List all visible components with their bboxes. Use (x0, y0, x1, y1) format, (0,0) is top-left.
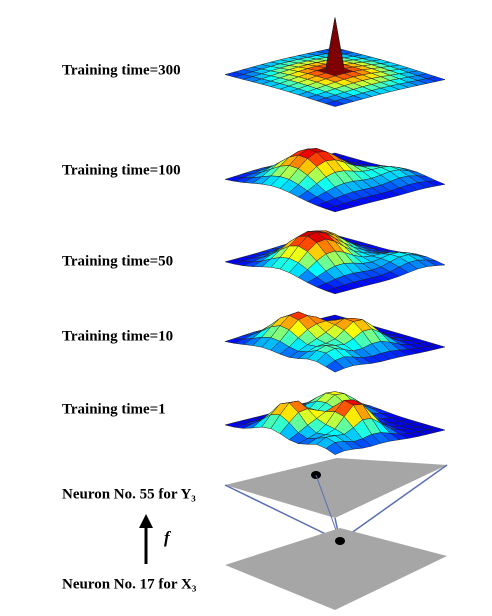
output-plane (225, 458, 447, 518)
surface-cell (324, 205, 346, 213)
arrow-label: f (164, 528, 172, 547)
input-plane (225, 528, 447, 610)
layer-label: Training time=300 (62, 62, 181, 78)
link (224, 484, 341, 542)
neuron-label: Neuron No. 17 for X₃ (62, 576, 197, 592)
surface-cell (325, 442, 345, 455)
layer-label: Training time=1 (62, 401, 166, 417)
surface-cell (325, 17, 345, 77)
surfaces (224, 17, 446, 455)
input-neuron-dot (335, 537, 345, 545)
layer-label: Training time=10 (62, 328, 173, 344)
link (339, 464, 448, 542)
layer-label: Training time=100 (62, 162, 181, 178)
surface-cell (324, 100, 346, 107)
arrow-head (139, 514, 153, 528)
surface-cell (325, 360, 345, 373)
layer-label: Training time=50 (62, 253, 173, 269)
neuron-label: Neuron No. 55 for Y₃ (62, 486, 196, 502)
surface-cell (325, 287, 345, 295)
